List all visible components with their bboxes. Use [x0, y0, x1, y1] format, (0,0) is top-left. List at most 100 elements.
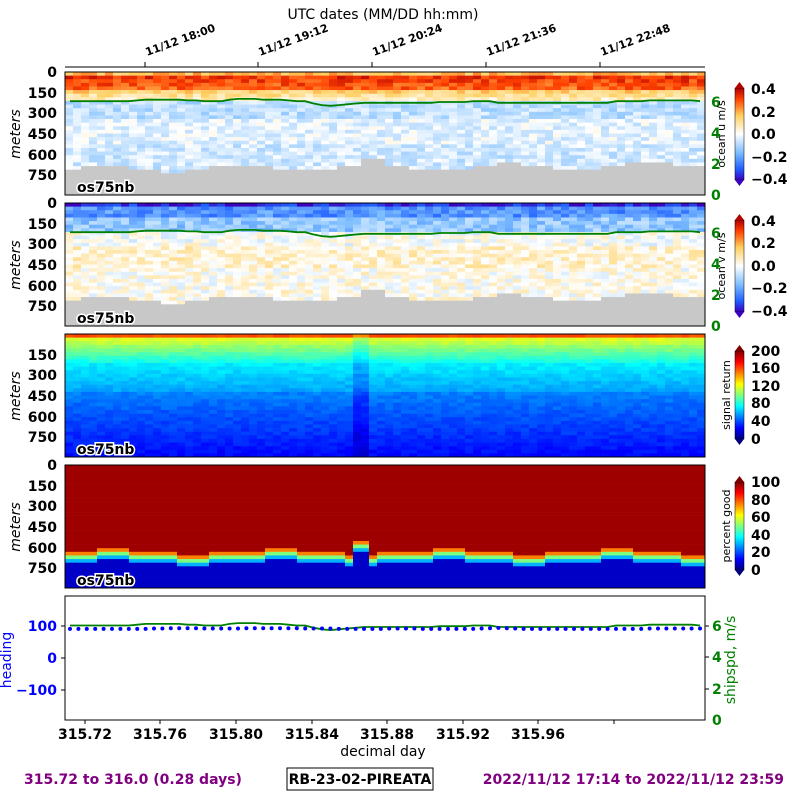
heat-cell	[177, 169, 186, 174]
heat-cell	[209, 158, 218, 163]
heat-cell	[377, 166, 386, 170]
heat-cell	[249, 126, 258, 131]
heat-cell	[497, 257, 506, 262]
heat-cell	[497, 235, 506, 240]
heat-cell	[345, 162, 354, 167]
heat-cell	[129, 144, 138, 149]
heat-cell	[329, 286, 338, 291]
heat-cell	[297, 184, 306, 189]
heat-cell	[417, 180, 426, 185]
heat-cell	[105, 235, 114, 240]
heat-cell	[385, 72, 394, 76]
heat-cell	[377, 97, 386, 102]
heat-cell	[537, 144, 546, 149]
heat-cell	[257, 257, 266, 262]
heat-cell	[265, 206, 274, 211]
heat-cell	[273, 79, 282, 84]
heat-cell	[281, 271, 290, 276]
heat-cell	[537, 318, 546, 323]
heat-cell	[513, 90, 522, 95]
heat-cell	[385, 264, 394, 269]
heat-cell	[529, 221, 538, 226]
heat-cell	[585, 133, 594, 138]
heat-cell	[81, 151, 90, 156]
heat-cell	[361, 75, 370, 80]
heat-cell	[513, 300, 522, 305]
heat-cell	[497, 224, 506, 229]
heat-cell	[393, 203, 402, 207]
heat-cell	[633, 162, 642, 167]
heat-cell	[201, 293, 210, 298]
heat-cell	[505, 137, 514, 142]
heat-cell	[113, 97, 122, 102]
heat-cell	[593, 176, 602, 181]
heat-cell	[145, 315, 154, 320]
heat-cell	[201, 72, 210, 76]
heat-cell	[401, 158, 410, 163]
heat-cell	[697, 166, 706, 170]
heat-cell	[489, 286, 498, 291]
shipspd-overlay-u	[70, 98, 701, 107]
heat-cell	[481, 133, 490, 138]
heat-cell	[417, 90, 426, 95]
heat-cell	[185, 104, 194, 109]
heat-cell	[385, 246, 394, 251]
heat-cell	[345, 217, 354, 222]
heat-cell	[481, 304, 490, 309]
heat-cell	[177, 217, 186, 222]
heat-cell	[465, 187, 474, 192]
heat-cell	[121, 137, 130, 142]
heat-cell	[377, 235, 386, 240]
heat-cell	[681, 72, 690, 76]
heat-cell	[121, 231, 130, 236]
heat-cell	[129, 86, 138, 91]
heat-cell	[409, 286, 418, 291]
heat-cell	[321, 137, 330, 142]
heat-cell	[449, 311, 458, 316]
heat-cell	[553, 286, 562, 291]
heat-cell	[409, 108, 418, 113]
heat-cell	[81, 180, 90, 185]
heat-cell	[129, 318, 138, 323]
heat-cell	[361, 184, 370, 189]
heat-cell	[545, 206, 554, 211]
heat-cell	[609, 158, 618, 163]
heat-cell	[345, 129, 354, 134]
heat-cell	[417, 239, 426, 244]
heat-cell	[73, 203, 82, 207]
heat-cell	[137, 297, 146, 301]
heat-cell	[257, 239, 266, 244]
heat-cell	[545, 93, 554, 98]
heat-cell	[465, 271, 474, 276]
heat-cell	[417, 311, 426, 316]
heat-cell	[585, 187, 594, 192]
heat-cell	[321, 282, 330, 287]
heat-cell	[529, 119, 538, 123]
heat-cell	[481, 271, 490, 276]
heat-cell	[289, 100, 298, 105]
heat-cell	[497, 126, 506, 131]
heat-cell	[161, 242, 170, 247]
heat-cell	[161, 108, 170, 113]
heat-cell	[177, 151, 186, 156]
heat-cell	[265, 191, 274, 196]
heat-cell	[401, 206, 410, 211]
heat-cell	[321, 318, 330, 323]
heat-cell	[401, 322, 410, 327]
heat-cell	[529, 140, 538, 145]
heat-cell	[177, 304, 186, 309]
heat-cell	[601, 86, 610, 91]
heat-cell	[561, 271, 570, 276]
heat-cell	[657, 180, 666, 185]
heat-cell	[513, 119, 522, 123]
heat-cell	[169, 122, 178, 127]
heat-cell	[329, 147, 338, 152]
heat-cell	[561, 155, 570, 160]
heat-cell	[177, 210, 186, 215]
heat-cell	[225, 264, 234, 269]
heat-cell	[297, 162, 306, 167]
heat-cell	[297, 271, 306, 276]
heat-cell	[337, 176, 346, 181]
heat-cell	[345, 235, 354, 240]
heat-cell	[489, 322, 498, 327]
